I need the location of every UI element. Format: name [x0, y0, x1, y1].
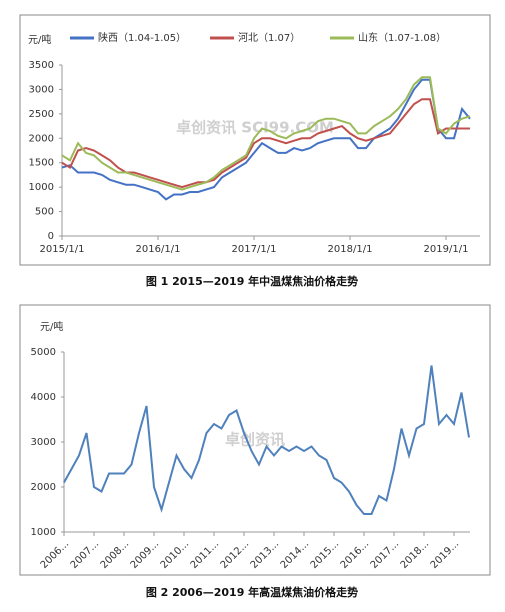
- y-tick-label: 3000: [31, 437, 56, 448]
- x-tick-label: 2012...: [219, 538, 252, 571]
- x-tick-label: 2006...: [39, 538, 72, 571]
- y-tick-label: 1000: [29, 182, 54, 193]
- caption: 图 2 2006—2019 年高温煤焦油价格走势: [146, 585, 358, 599]
- x-tick-label: 2017/1/1: [232, 244, 277, 255]
- y-axis-label: 元/吨: [40, 320, 63, 333]
- x-tick-label: 2019...: [429, 538, 462, 571]
- x-tick-label: 2013...: [249, 538, 282, 571]
- x-tick-label: 2015/1/1: [40, 244, 85, 255]
- x-tick-label: 2018/1/1: [328, 244, 373, 255]
- x-tick-label: 2019/1/1: [424, 244, 469, 255]
- x-tick-label: 2008...: [99, 538, 132, 571]
- y-tick-label: 2000: [29, 133, 54, 144]
- watermark: 卓创资讯: [225, 431, 285, 449]
- legend-label: 河北（1.07）: [238, 32, 300, 44]
- frame: [19, 304, 491, 576]
- x-tick-label: 2016/1/1: [136, 244, 181, 255]
- series-line: [61, 76, 471, 191]
- frame: [19, 14, 491, 266]
- x-tick-label: 2010...: [159, 538, 192, 571]
- x-tick-label: 2017...: [369, 538, 402, 571]
- y-axis-label: 元/吨: [28, 33, 51, 46]
- x-tick-label: 2011...: [189, 538, 222, 571]
- y-tick-label: 3500: [29, 60, 54, 71]
- series-line: [63, 365, 470, 515]
- y-tick-label: 2000: [31, 482, 56, 493]
- y-tick-label: 4000: [31, 392, 56, 403]
- x-tick-label: 2015...: [309, 538, 342, 571]
- x-tick-label: 2007...: [69, 538, 102, 571]
- y-tick-label: 3000: [29, 84, 54, 95]
- legend-label: 陕西（1.04-1.05）: [98, 31, 186, 44]
- watermark: 卓创资讯 SCI99.COM: [176, 119, 334, 137]
- x-tick-label: 2009...: [129, 538, 162, 571]
- y-tick-label: 500: [35, 207, 54, 218]
- legend-label: 山东（1.07-1.08）: [358, 31, 446, 44]
- series-line: [61, 78, 471, 201]
- y-tick-label: 1000: [31, 527, 56, 538]
- x-tick-label: 2018...: [399, 538, 432, 571]
- y-tick-label: 2500: [29, 109, 54, 120]
- x-tick-label: 2014...: [279, 538, 312, 571]
- caption: 图 1 2015—2019 年中温煤焦油价格走势: [146, 274, 358, 288]
- y-tick-label: 0: [48, 231, 54, 242]
- y-tick-label: 5000: [31, 347, 56, 358]
- x-tick-label: 2016...: [339, 538, 372, 571]
- y-tick-label: 1500: [29, 158, 54, 169]
- series-line: [61, 98, 470, 189]
